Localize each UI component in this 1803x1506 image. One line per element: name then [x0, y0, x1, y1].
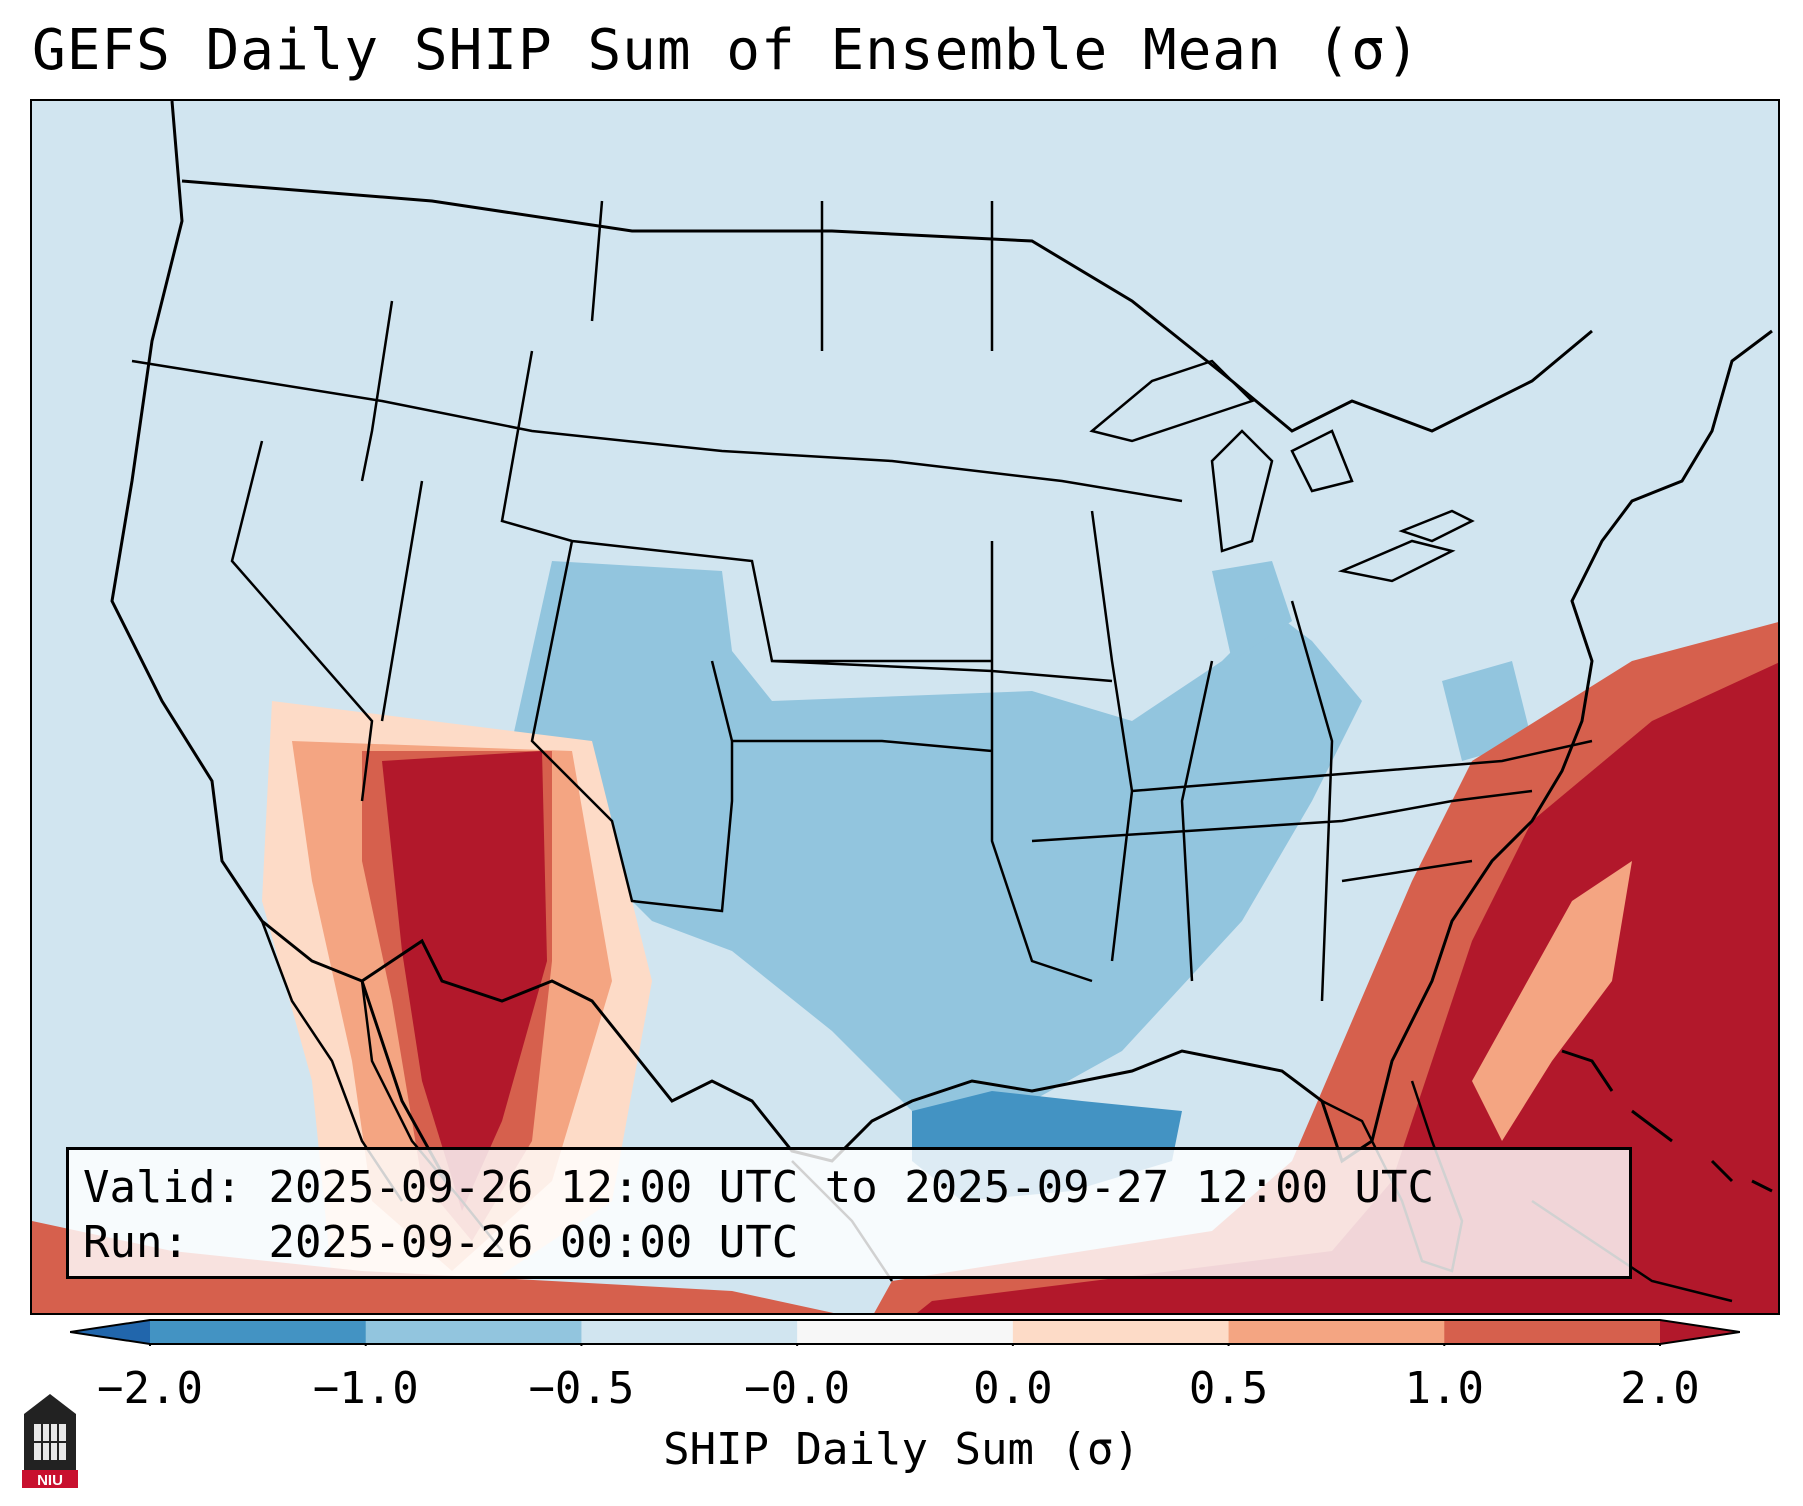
colorbar-tick-label: 0.0 — [973, 1363, 1053, 1414]
great-lakes — [1089, 359, 1475, 583]
niu-logo-text: NIU — [37, 1472, 63, 1489]
valid-run-info-box: Valid: 2025-09-26 12:00 UTC to 2025-09-2… — [66, 1147, 1632, 1279]
canada-border — [181, 179, 1593, 433]
colorbar-extend-low — [70, 1320, 150, 1344]
map-panel — [30, 99, 1780, 1315]
colorbar-segment — [581, 1320, 798, 1344]
colorbar-extend-high — [1660, 1320, 1740, 1344]
colorbar-segment — [1228, 1320, 1445, 1344]
colorbar-tick-label: 2.0 — [1620, 1363, 1700, 1414]
chart-title: GEFS Daily SHIP Sum of Ensemble Mean (σ) — [32, 18, 1421, 83]
colorbar — [70, 1319, 1740, 1346]
niu-logo-icon: NIU — [22, 1394, 78, 1489]
run-label: Run: — [83, 1217, 189, 1268]
caribbean-islands — [1561, 1049, 1773, 1193]
map-canvas — [32, 101, 1778, 1313]
colorbar-tick-label: −0.0 — [744, 1363, 851, 1414]
colorbar-tick-label: −0.5 — [528, 1363, 635, 1414]
colorbar-tick-label: −2.0 — [97, 1363, 203, 1414]
state-lines — [131, 200, 1593, 1002]
southern-positive-strip — [32, 1221, 834, 1313]
colorbar-segment — [1444, 1320, 1661, 1344]
colorbar-tick-label: −1.0 — [312, 1363, 419, 1414]
colorbar-segment — [797, 1320, 1014, 1344]
colorbar-segment — [150, 1320, 367, 1344]
valid-label: Valid: — [83, 1162, 242, 1213]
colorbar-segment — [1012, 1320, 1230, 1344]
run-value: 2025-09-26 00:00 UTC — [268, 1217, 799, 1268]
colorbar-label: SHIP Daily Sum (σ) — [663, 1424, 1140, 1475]
valid-value: 2025-09-26 12:00 UTC to 2025-09-27 12:00… — [268, 1162, 1435, 1213]
negative-anomaly-regions — [512, 561, 1532, 1111]
colorbar-segment — [365, 1320, 582, 1344]
colorbar-tick-label: 1.0 — [1404, 1363, 1485, 1414]
colorbar-tick-label: 0.5 — [1188, 1363, 1269, 1414]
